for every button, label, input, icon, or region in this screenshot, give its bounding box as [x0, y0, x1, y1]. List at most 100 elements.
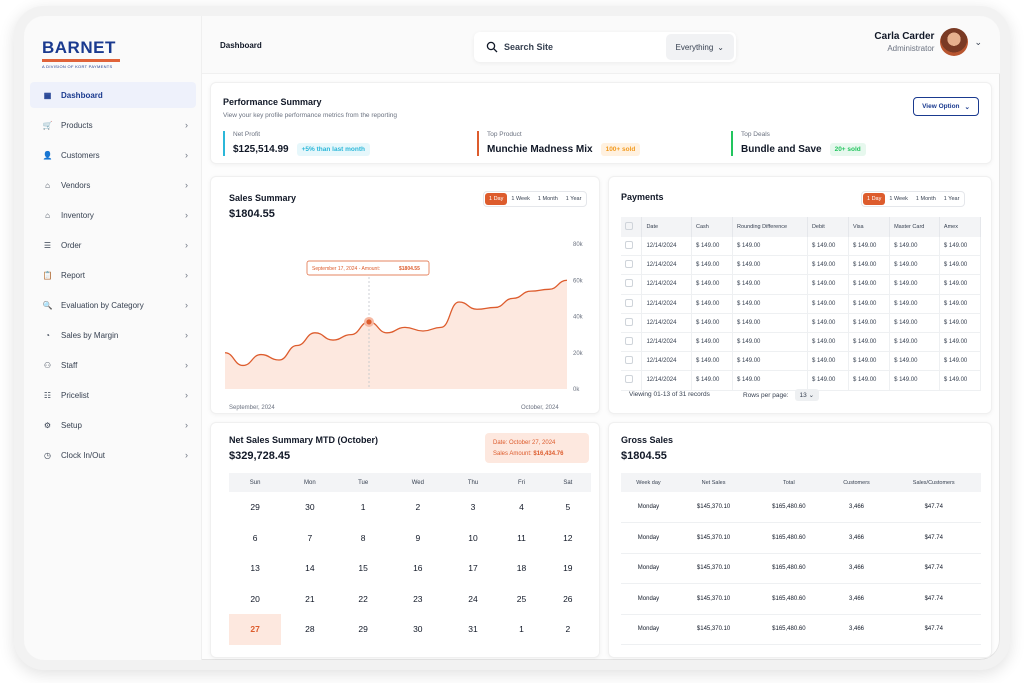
calendar-day[interactable]: 5 — [565, 502, 571, 513]
calendar-day[interactable]: 22 — [358, 593, 368, 604]
row-checkbox[interactable] — [625, 317, 633, 326]
range-1-day-button[interactable]: 1 Day — [863, 193, 886, 205]
calendar-day[interactable]: 18 — [516, 563, 527, 574]
range-1-month-button[interactable]: 1 Month — [537, 196, 558, 202]
sidebar-item-inventory[interactable]: ⌂ Inventory › — [30, 202, 196, 228]
column-header[interactable]: Debit — [807, 217, 850, 237]
calendar-day[interactable]: 1 — [360, 502, 366, 513]
row-checkbox[interactable] — [625, 337, 633, 346]
sidebar-item-staff[interactable]: ⚇ Staff › — [30, 352, 196, 378]
calendar-day[interactable]: 6 — [252, 532, 258, 543]
sidebar-item-vendors[interactable]: ⌂ Vendors › — [30, 172, 196, 198]
column-header[interactable]: Total — [751, 473, 827, 492]
row-checkbox[interactable] — [625, 375, 633, 384]
calendar-day[interactable]: 26 — [563, 593, 573, 604]
row-checkbox[interactable] — [625, 356, 633, 365]
sidebar-item-products[interactable]: 🛒 Products › — [30, 112, 196, 138]
column-header[interactable]: Net Sales — [675, 473, 752, 492]
breadcrumb[interactable]: Dashboard — [220, 41, 262, 50]
data-point-highlight[interactable] — [366, 319, 372, 325]
table-row[interactable]: 12/14/2024 $ 149.00 $ 149.00 $ 149.00 $ 149.… — [621, 370, 982, 391]
table-row[interactable]: Monday $145,370.10 $165,480.60 3,466 $47.74 — [621, 492, 981, 523]
column-header[interactable]: Customers — [826, 473, 887, 492]
table-row[interactable]: Monday $145,370.10 $165,480.60 3,466 $47.74 — [621, 522, 981, 554]
range-1-year-button[interactable]: 1 Year — [565, 196, 582, 202]
row-checkbox[interactable] — [625, 279, 633, 288]
column-header[interactable]: Week day — [621, 473, 676, 492]
calendar-day[interactable]: 30 — [305, 502, 315, 513]
sidebar-item-order[interactable]: ☰ Order › — [30, 232, 196, 258]
row-checkbox[interactable] — [625, 241, 633, 250]
range-1-month-button[interactable]: 1 Month — [915, 196, 936, 202]
calendar-day[interactable]: 14 — [305, 563, 315, 574]
calendar-day[interactable]: 19 — [563, 563, 573, 574]
avatar[interactable] — [940, 28, 969, 56]
search-input[interactable]: Search Site — [504, 42, 554, 52]
range-1-day-button[interactable]: 1 Day — [485, 193, 508, 205]
column-header[interactable]: Rounding Difference — [732, 217, 808, 237]
calendar-day[interactable]: 30 — [413, 624, 423, 635]
calendar-day[interactable]: 24 — [468, 593, 478, 604]
column-header[interactable]: Amex — [939, 217, 982, 237]
calendar-day[interactable]: 10 — [468, 532, 478, 543]
range-1-week-button[interactable]: 1 Week — [889, 196, 908, 202]
view-option-button[interactable]: View Option ⌄ — [913, 97, 979, 116]
sidebar-item-customers[interactable]: 👤 Customers › — [30, 142, 196, 168]
calendar-day[interactable]: 29 — [250, 502, 260, 513]
calendar-day[interactable]: 16 — [413, 563, 423, 574]
user-menu[interactable]: Carla Carder Administrator ⌄ — [874, 28, 982, 56]
range-1-year-button[interactable]: 1 Year — [943, 196, 960, 202]
brand-logo[interactable]: BARNET A DIVISION OF KORT PAYMENTS — [42, 38, 120, 69]
calendar-day[interactable]: 2 — [565, 624, 571, 635]
calendar-day[interactable]: 28 — [305, 624, 315, 635]
sidebar-item-dashboard[interactable]: ▦ Dashboard — [30, 82, 196, 108]
table-row[interactable]: 12/14/2024 $ 149.00 $ 149.00 $ 149.00 $ 149.… — [621, 351, 982, 372]
range-1-week-button[interactable]: 1 Week — [511, 196, 530, 202]
calendar-day[interactable]: 11 — [517, 532, 526, 543]
table-row[interactable]: Monday $145,370.10 $165,480.60 3,466 $47.74 — [621, 583, 981, 615]
row-checkbox[interactable] — [625, 260, 633, 269]
calendar-day[interactable]: 20 — [250, 593, 260, 604]
table-row[interactable]: 12/14/2024 $ 149.00 $ 149.00 $ 149.00 $ 149.… — [621, 313, 982, 333]
calendar-day[interactable]: 4 — [519, 502, 524, 513]
calendar-day[interactable]: 9 — [415, 532, 421, 543]
row-checkbox[interactable] — [625, 298, 633, 307]
search-scope-select[interactable]: Everything ⌄ — [665, 34, 734, 60]
sidebar-item-pricelist[interactable]: ☷ Pricelist › — [30, 382, 196, 408]
table-row[interactable]: Monday $145,370.10 $165,480.60 3,466 $47.74 — [621, 553, 981, 584]
calendar-day[interactable]: 7 — [307, 532, 313, 543]
column-header[interactable]: Cash — [691, 217, 734, 237]
select-all-checkbox[interactable] — [625, 222, 633, 230]
column-header[interactable]: Date — [641, 217, 692, 237]
table-row[interactable]: Monday $145,370.10 $165,480.60 3,466 $47.74 — [621, 614, 981, 645]
rows-per-page-select[interactable]: 13 ⌄ — [794, 389, 820, 401]
calendar-day[interactable]: 25 — [516, 593, 527, 604]
table-row[interactable]: 12/14/2024 $ 149.00 $ 149.00 $ 149.00 $ 149.… — [621, 294, 982, 314]
calendar-day[interactable]: 3 — [470, 502, 476, 513]
calendar-day-selected[interactable]: 27 — [229, 614, 282, 645]
calendar-day[interactable]: 12 — [563, 532, 573, 543]
sidebar-item-evaluation-by-category[interactable]: 🔍 Evaluation by Category › — [30, 292, 196, 318]
calendar-day[interactable]: 29 — [358, 624, 368, 635]
calendar-day[interactable]: 8 — [360, 532, 366, 543]
calendar-day[interactable]: 31 — [468, 624, 478, 635]
sidebar-item-sales-by-margin[interactable]: ◔ Sales by Margin › — [30, 322, 196, 348]
sidebar-item-setup[interactable]: ⚙ Setup › — [30, 412, 196, 438]
column-header[interactable]: Sales/Customers — [886, 473, 981, 492]
calendar-day[interactable]: 1 — [519, 624, 524, 635]
chevron-down-icon[interactable]: ⌄ — [974, 36, 982, 47]
calendar-day[interactable]: 13 — [250, 563, 260, 574]
sidebar-item-report[interactable]: 📋 Report › — [30, 262, 196, 288]
calendar-day[interactable]: 2 — [415, 502, 421, 513]
sidebar-item-clock-in-out[interactable]: ◷ Clock In/Out › — [30, 442, 196, 468]
search-bar[interactable]: Search Site Everything ⌄ — [474, 32, 736, 62]
calendar-day[interactable]: 17 — [468, 563, 478, 574]
column-header[interactable]: Visa — [848, 217, 891, 237]
table-row[interactable]: 12/14/2024 $ 149.00 $ 149.00 $ 149.00 $ 149.… — [621, 237, 982, 257]
calendar-day[interactable]: 21 — [305, 593, 315, 604]
table-row[interactable]: 12/14/2024 $ 149.00 $ 149.00 $ 149.00 $ 149.… — [621, 255, 982, 276]
table-row[interactable]: 12/14/2024 $ 149.00 $ 149.00 $ 149.00 $ 149.… — [621, 274, 982, 295]
calendar-day[interactable]: 23 — [413, 593, 423, 604]
column-header[interactable]: Master Card — [889, 217, 940, 237]
calendar-day[interactable]: 15 — [358, 563, 368, 574]
